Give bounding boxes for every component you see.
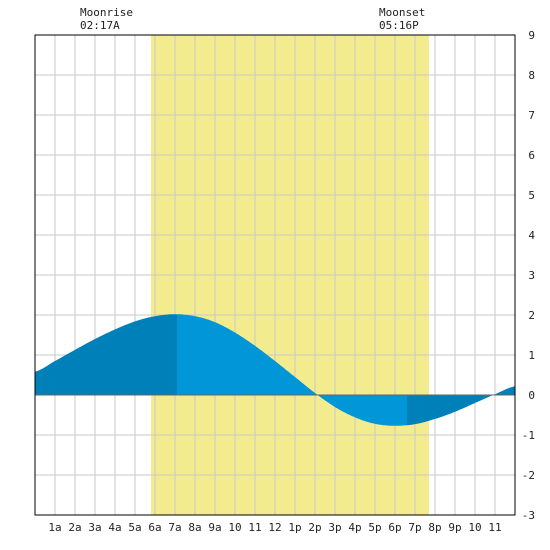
y-tick-label: 7	[528, 109, 535, 122]
y-tick-label: -2	[522, 469, 535, 482]
tide-area	[35, 314, 515, 426]
y-tick-label: -1	[522, 429, 535, 442]
y-axis-ticks: -3 -2 -1 0 1 2 3 4 5 6 7 8 9	[522, 29, 536, 522]
x-tick-label: 10	[228, 521, 241, 534]
y-tick-label: 8	[528, 69, 535, 82]
y-tick-label: 5	[528, 189, 535, 202]
x-tick-label: 5a	[128, 521, 141, 534]
x-tick-label: 8a	[188, 521, 201, 534]
x-tick-label: 9p	[448, 521, 461, 534]
x-tick-label: 3p	[328, 521, 341, 534]
grid	[35, 35, 515, 515]
x-tick-label: 2a	[68, 521, 81, 534]
x-tick-label: 7a	[168, 521, 181, 534]
x-tick-label: 3a	[88, 521, 101, 534]
x-tick-label: 11	[248, 521, 261, 534]
tide-fill-rising	[35, 314, 177, 395]
y-tick-label: 4	[528, 229, 535, 242]
tide-fill-falling	[177, 314, 407, 426]
plot-frame	[34, 34, 516, 516]
x-tick-label: 4p	[348, 521, 361, 534]
tide-fill-rising-late	[407, 386, 515, 426]
y-tick-label: 1	[528, 349, 535, 362]
y-tick-label: -3	[522, 509, 535, 522]
x-tick-label: 6a	[148, 521, 161, 534]
y-tick-label: 3	[528, 269, 535, 282]
x-tick-label: 12	[268, 521, 281, 534]
moonset-time: 05:16P	[379, 19, 419, 32]
x-tick-label: 11	[488, 521, 501, 534]
y-tick-label: 6	[528, 149, 535, 162]
x-tick-label: 2p	[308, 521, 321, 534]
moonset-label: Moonset	[379, 6, 425, 19]
x-tick-label: 8p	[428, 521, 441, 534]
x-tick-label: 5p	[368, 521, 381, 534]
y-tick-label: 9	[528, 29, 535, 42]
x-axis-ticks: 1a 2a 3a 4a 5a 6a 7a 8a 9a 10 11 12 1p 2p 3p 4p 5p 6p 7p 8p…	[48, 521, 501, 534]
x-tick-label: 6p	[388, 521, 401, 534]
x-tick-label: 10	[468, 521, 481, 534]
x-tick-label: 1p	[288, 521, 301, 534]
y-tick-label: 2	[528, 309, 535, 322]
moonrise-time: 02:17A	[80, 19, 120, 32]
x-tick-label: 1a	[48, 521, 61, 534]
x-tick-label: 4a	[108, 521, 121, 534]
x-tick-label: 7p	[408, 521, 421, 534]
x-tick-label: 9a	[208, 521, 221, 534]
y-tick-label: 0	[528, 389, 535, 402]
moonrise-label: Moonrise	[80, 6, 133, 19]
